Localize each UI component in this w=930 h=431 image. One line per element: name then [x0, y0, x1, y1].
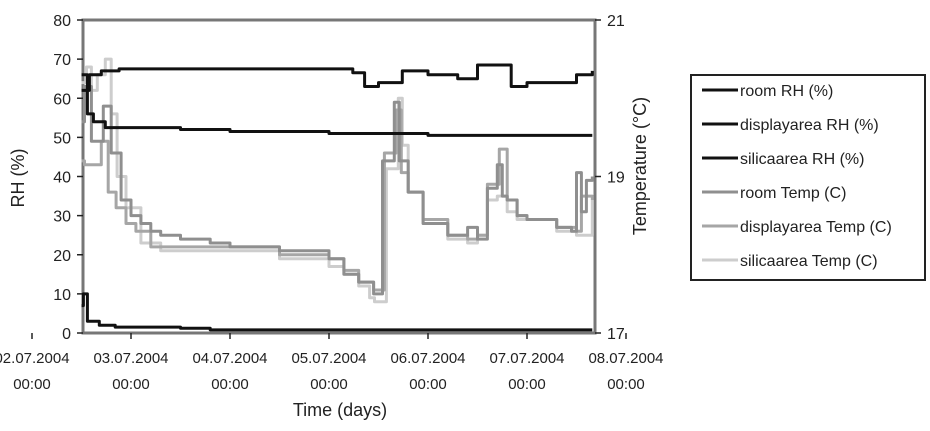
x-tick-time: 00:00 [13, 376, 51, 393]
series-layer [81, 57, 594, 332]
legend-label: silicaarea RH (%) [740, 151, 864, 168]
y-right-axis-title: Temperature (°C) [630, 97, 650, 235]
x-tick-date: 02.07.2004 [0, 350, 70, 367]
x-tick-date: 04.07.2004 [192, 350, 267, 367]
series-line-1 [81, 63, 594, 92]
x-axis-title: Time (days) [293, 400, 387, 420]
y-left-tick-label: 80 [53, 13, 71, 30]
x-tick-time: 00:00 [607, 376, 645, 393]
x-tick-date: 03.07.2004 [93, 350, 168, 367]
x-axis: 02.07.2004 00:00 03.07.2004 00:00 04.07.2004… [0, 333, 664, 393]
y-right-tick-label: 21 [607, 13, 625, 30]
series-line-2 [81, 73, 593, 137]
legend-label: room RH (%) [740, 83, 833, 100]
y-left-tick-label: 30 [53, 209, 71, 226]
y-right-tick-label: 17 [607, 326, 625, 343]
y-left-axis-title: RH (%) [8, 149, 28, 208]
x-tick-time: 00:00 [310, 376, 348, 393]
x-tick-date: 06.07.2004 [390, 350, 465, 367]
x-tick-date: 08.07.2004 [588, 350, 663, 367]
y-left-tick-label: 0 [62, 326, 71, 343]
legend-label: displayarea RH (%) [740, 117, 879, 134]
legend-label: silicaarea Temp (C) [740, 253, 878, 270]
x-tick-time: 00:00 [409, 376, 447, 393]
y-left-axis: 0 10 20 30 40 50 60 70 80 [53, 13, 83, 343]
y-left-tick-label: 40 [53, 170, 71, 187]
y-right-axis: 17 19 21 [595, 13, 625, 343]
x-tick-time: 00:00 [112, 376, 150, 393]
x-tick-date: 05.07.2004 [291, 350, 366, 367]
x-tick-date: 07.07.2004 [489, 350, 564, 367]
y-left-tick-label: 20 [53, 248, 71, 265]
y-left-tick-label: 70 [53, 52, 71, 69]
legend-label: room Temp (C) [740, 185, 846, 202]
plot-area [81, 18, 597, 335]
legend: room RH (%) displayarea RH (%) silicaarea … [702, 83, 892, 270]
legend-label: displayarea Temp (C) [740, 219, 892, 236]
x-tick-time: 00:00 [211, 376, 249, 393]
y-right-tick-label: 19 [607, 170, 625, 187]
series-line-0 [81, 292, 593, 332]
legend-box [690, 74, 926, 281]
y-left-tick-label: 50 [53, 130, 71, 147]
x-tick-time: 00:00 [508, 376, 546, 393]
series-line-3 [81, 85, 594, 296]
y-left-tick-label: 60 [53, 91, 71, 108]
y-left-tick-label: 10 [53, 287, 71, 304]
